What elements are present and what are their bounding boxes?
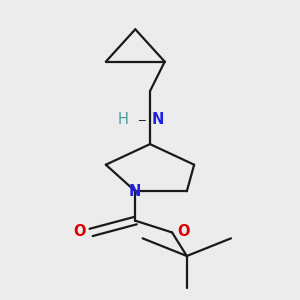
Text: O: O [178, 224, 190, 239]
Text: ─: ─ [139, 115, 145, 125]
Text: O: O [73, 224, 86, 239]
Text: N: N [152, 112, 164, 128]
Text: H: H [118, 112, 129, 128]
Text: N: N [129, 184, 142, 199]
